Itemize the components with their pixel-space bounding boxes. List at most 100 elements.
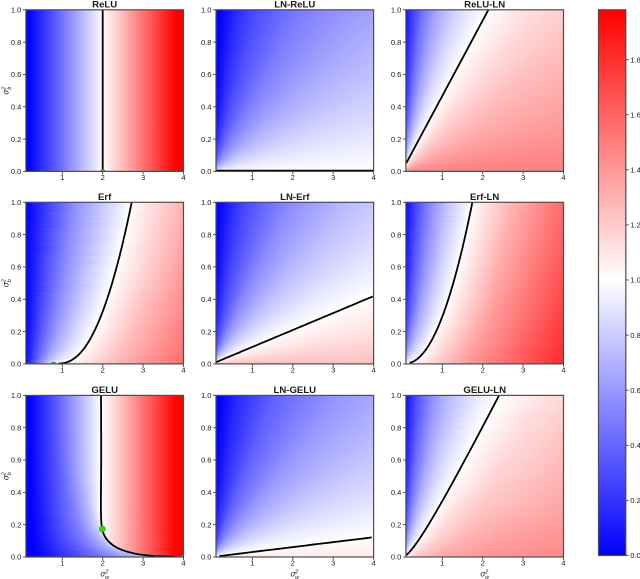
svg-text:2: 2 — [291, 559, 295, 568]
svg-text:1.0: 1.0 — [11, 6, 22, 15]
svg-text:LN-ReLU: LN-ReLU — [274, 0, 315, 10]
svg-text:0.0: 0.0 — [630, 551, 640, 560]
svg-text:0.6: 0.6 — [391, 263, 402, 272]
svg-text:1.0: 1.0 — [11, 198, 22, 207]
svg-text:1: 1 — [250, 366, 254, 375]
svg-text:1.0: 1.0 — [201, 6, 212, 15]
svg-text:0.2: 0.2 — [391, 135, 402, 144]
svg-text:0.6: 0.6 — [201, 70, 212, 79]
svg-text:1: 1 — [440, 173, 444, 182]
svg-text:4: 4 — [181, 366, 185, 375]
svg-text:1.0: 1.0 — [630, 276, 640, 285]
svg-text:2: 2 — [291, 366, 295, 375]
svg-text:LN-Erf: LN-Erf — [280, 192, 310, 203]
svg-text:0.4: 0.4 — [11, 103, 22, 112]
svg-text:LN-GELU: LN-GELU — [273, 385, 316, 396]
svg-text:1: 1 — [250, 559, 254, 568]
svg-text:1.0: 1.0 — [391, 391, 402, 400]
svg-text:0.2: 0.2 — [391, 520, 402, 529]
svg-text:0.6: 0.6 — [391, 70, 402, 79]
svg-text:0.4: 0.4 — [201, 488, 212, 497]
svg-text:σ2w: σ2 w — [290, 570, 300, 579]
svg-text:GELU-LN: GELU-LN — [463, 385, 506, 396]
svg-text:2: 2 — [291, 173, 295, 182]
svg-text:0.0: 0.0 — [391, 167, 402, 176]
svg-text:0.4: 0.4 — [630, 441, 640, 450]
svg-text:2: 2 — [481, 173, 485, 182]
svg-text:1: 1 — [440, 559, 444, 568]
svg-text:4: 4 — [561, 366, 565, 375]
svg-text:0.4: 0.4 — [391, 488, 402, 497]
svg-text:0.0: 0.0 — [201, 167, 212, 176]
svg-text:3: 3 — [331, 173, 335, 182]
svg-text:0.6: 0.6 — [11, 263, 22, 272]
svg-text:2: 2 — [481, 366, 485, 375]
svg-text:2: 2 — [101, 559, 105, 568]
svg-text:4: 4 — [181, 173, 185, 182]
svg-text:0.8: 0.8 — [11, 423, 22, 432]
svg-text:1.0: 1.0 — [201, 391, 212, 400]
svg-text:0.4: 0.4 — [201, 295, 212, 304]
svg-text:1.8: 1.8 — [630, 55, 640, 64]
svg-text:1: 1 — [60, 559, 64, 568]
svg-text:0.0: 0.0 — [11, 167, 22, 176]
svg-text:1.0: 1.0 — [391, 198, 402, 207]
svg-text:1.4: 1.4 — [630, 166, 640, 175]
svg-text:0.4: 0.4 — [11, 295, 22, 304]
svg-text:σ2b: σ2b — [2, 472, 14, 480]
svg-text:0.8: 0.8 — [11, 38, 22, 47]
svg-text:4: 4 — [371, 173, 375, 182]
svg-text:1: 1 — [440, 366, 444, 375]
svg-text:σ2w: σ2 w — [480, 570, 490, 579]
svg-text:4: 4 — [371, 559, 375, 568]
svg-text:σ2w: σ2 w — [100, 570, 110, 579]
svg-text:0.0: 0.0 — [391, 360, 402, 369]
svg-text:σ2b: σ2b — [2, 87, 14, 95]
svg-text:0.2: 0.2 — [201, 520, 212, 529]
svg-text:Erf: Erf — [98, 192, 112, 203]
svg-text:σ2b: σ2b — [2, 279, 14, 287]
svg-text:0.2: 0.2 — [201, 135, 212, 144]
svg-text:0.6: 0.6 — [201, 263, 212, 272]
svg-text:ReLU: ReLU — [92, 0, 117, 10]
svg-text:0.8: 0.8 — [391, 423, 402, 432]
svg-text:0.2: 0.2 — [391, 327, 402, 336]
svg-text:1.0: 1.0 — [201, 198, 212, 207]
svg-text:1.6: 1.6 — [630, 111, 640, 120]
svg-text:0.6: 0.6 — [201, 456, 212, 465]
svg-text:GELU: GELU — [91, 385, 118, 396]
svg-text:0.2: 0.2 — [11, 135, 22, 144]
svg-text:0.8: 0.8 — [201, 230, 212, 239]
svg-text:0.6: 0.6 — [11, 456, 22, 465]
svg-text:1: 1 — [250, 173, 254, 182]
svg-text:0.8: 0.8 — [630, 331, 640, 340]
svg-text:0.8: 0.8 — [11, 230, 22, 239]
svg-text:1.0: 1.0 — [391, 6, 402, 15]
svg-text:0.6: 0.6 — [11, 70, 22, 79]
svg-text:0.0: 0.0 — [201, 360, 212, 369]
svg-text:0.2: 0.2 — [11, 327, 22, 336]
svg-text:1: 1 — [60, 173, 64, 182]
svg-text:4: 4 — [181, 559, 185, 568]
svg-text:1.0: 1.0 — [11, 391, 22, 400]
svg-text:0.8: 0.8 — [391, 38, 402, 47]
svg-text:0.2: 0.2 — [630, 496, 640, 505]
svg-text:3: 3 — [331, 559, 335, 568]
svg-text:3: 3 — [521, 173, 525, 182]
svg-text:3: 3 — [521, 559, 525, 568]
svg-text:0.8: 0.8 — [201, 423, 212, 432]
svg-text:3: 3 — [141, 559, 145, 568]
svg-text:3: 3 — [141, 173, 145, 182]
svg-text:3: 3 — [331, 366, 335, 375]
svg-text:3: 3 — [521, 366, 525, 375]
svg-text:2: 2 — [481, 559, 485, 568]
svg-text:3: 3 — [141, 366, 145, 375]
svg-text:4: 4 — [561, 559, 565, 568]
svg-text:0.0: 0.0 — [391, 553, 402, 562]
svg-text:0.8: 0.8 — [391, 230, 402, 239]
svg-text:1: 1 — [60, 366, 64, 375]
svg-text:0.0: 0.0 — [201, 553, 212, 562]
svg-text:0.4: 0.4 — [201, 103, 212, 112]
svg-text:0.6: 0.6 — [630, 386, 640, 395]
svg-text:0.2: 0.2 — [11, 520, 22, 529]
